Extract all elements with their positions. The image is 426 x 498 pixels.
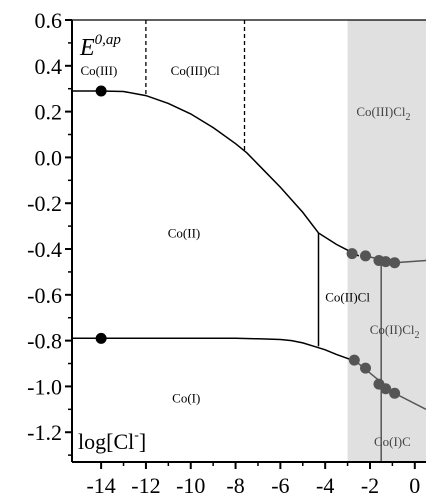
region-label-text: Co(I) [172, 390, 200, 405]
region-label-subscript: 2 [415, 330, 420, 341]
x-tick-label: -10 [176, 473, 205, 498]
marker-point-2 [95, 332, 107, 344]
marker-point-1 [95, 85, 107, 97]
region-label-8: Co(I)C [374, 434, 411, 449]
data-point-4 [380, 256, 392, 268]
region-label-6: Co(II)Cl2 [370, 322, 420, 341]
region-label-text: Co(II)Cl [370, 322, 415, 337]
y-tick-label: -0.4 [27, 237, 62, 262]
region-label-text: Co(II) [168, 226, 201, 241]
data-point-10 [389, 387, 401, 399]
region-label-3: Co(III)Cl2 [356, 104, 410, 123]
y-tick-label: 0.2 [35, 100, 63, 125]
data-point-5 [389, 257, 401, 269]
boundary-markers [95, 85, 401, 399]
region-label-text: Co(III) [80, 63, 117, 78]
y-tick-label: 0.0 [35, 145, 63, 170]
region-label-text: Co(III)Cl [171, 63, 220, 78]
y-tick-label: 0.6 [35, 8, 63, 33]
x-axis-label-superscript: - [134, 428, 139, 443]
lower-boundary-line [72, 337, 353, 361]
x-axis-label-text: log[Cl [78, 429, 134, 454]
region-labels: Co(III) Co(III)ClCo(III)Cl2Co(II)Co(II)Cl… [80, 63, 419, 449]
y-tick-label: 0.4 [35, 54, 63, 79]
region-label-text: Co(III)Cl [356, 104, 405, 119]
region-label-2: Co(III)Cl [171, 63, 220, 78]
x-tick-label: -6 [271, 473, 289, 498]
region-label-text: Co(I)C [374, 434, 411, 449]
x-tick-label: -12 [131, 473, 160, 498]
shaded-region [347, 20, 426, 462]
x-tick-label: 0 [409, 473, 420, 498]
y-axis-label: E0,ap [79, 32, 121, 61]
x-tick-label: -4 [316, 473, 334, 498]
x-tick-label: -8 [226, 473, 244, 498]
x-axis-label: log[Cl-] [78, 428, 146, 454]
y-tick-label: -0.6 [27, 283, 62, 308]
data-point-9 [380, 383, 392, 395]
y-axis-label-superscript: 0,ap [95, 32, 122, 48]
y-tick-label: -1.0 [27, 374, 62, 399]
tick-labels: 0.60.40.20.0-0.2-0.4-0.6-0.8-1.0-1.2-14-… [27, 8, 420, 498]
data-point-7 [360, 362, 372, 374]
x-tick-label: -2 [361, 473, 379, 498]
data-point-6 [348, 354, 360, 366]
y-tick-label: -0.8 [27, 329, 62, 354]
data-point-2 [360, 250, 372, 262]
region-label-4: Co(II) [168, 226, 201, 241]
axes [65, 19, 426, 469]
x-axis-label-close: ] [139, 429, 146, 454]
boundary-lines [72, 20, 426, 462]
region-label-text: Co(II)Cl [325, 290, 370, 305]
data-point-1 [346, 248, 358, 260]
x-tick-label: -14 [86, 473, 115, 498]
region-label-5: Co(II)Cl [325, 290, 370, 305]
y-tick-label: -1.2 [27, 420, 62, 445]
y-tick-label: -0.2 [27, 191, 62, 216]
region-label-subscript: 2 [405, 112, 410, 123]
upper-boundary-line [72, 90, 360, 257]
region-label-7: Co(I) [172, 390, 200, 405]
region-label-1: Co(III) [80, 63, 117, 78]
y-axis-label-main: E [79, 35, 95, 61]
